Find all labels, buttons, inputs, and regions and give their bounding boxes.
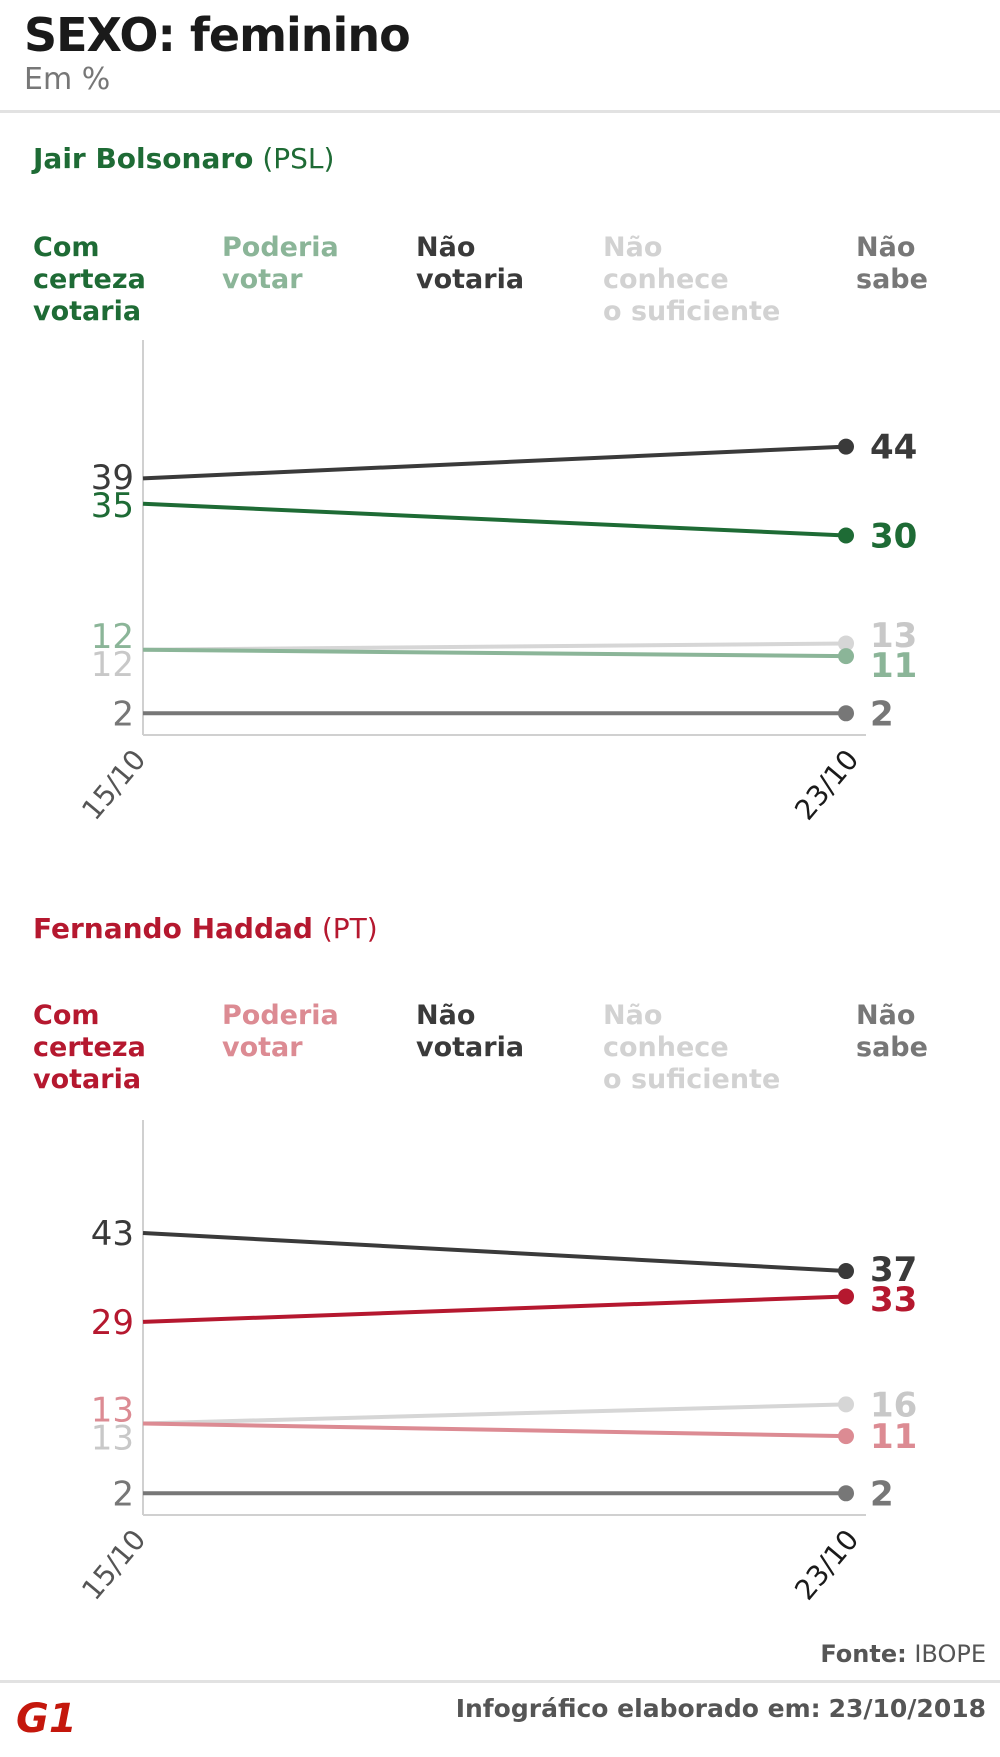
start-value-label-3: 39: [91, 458, 134, 498]
end-value-label-4: 16: [870, 1385, 917, 1425]
legend-line: o suficiente: [603, 1064, 781, 1095]
series-end-point-3: [838, 1263, 854, 1280]
legend-line: sabe: [856, 1032, 928, 1063]
end-value-label-5: 2: [870, 694, 894, 734]
end-value-label-1: 30: [870, 517, 917, 557]
legend-item-3: Não votaria: [416, 232, 524, 296]
end-value-label-4: 13: [870, 616, 917, 656]
x-tick-label-start: 15/10: [75, 1523, 152, 1606]
series-end-point-4: [838, 1396, 854, 1413]
legend-line: votaria: [416, 264, 525, 295]
start-value-label-5: 2: [112, 1474, 134, 1514]
series-line-4: [142, 1402, 847, 1426]
g1-logo-text: G1: [16, 1696, 77, 1738]
end-value-label-3: 44: [870, 428, 917, 468]
series-line-2: [142, 1421, 847, 1439]
series-end-point-5: [838, 1485, 854, 1502]
legend-item-5: Não sabe: [856, 1000, 928, 1064]
candidate-name-1: Jair Bolsonaro: [33, 142, 254, 175]
footer-note-label: Infográfico elaborado em:: [455, 1694, 821, 1723]
candidate-party-2: (PT): [321, 912, 378, 945]
source-label: Fonte:: [820, 1640, 907, 1668]
legend-line: Com: [33, 232, 100, 263]
series-end-point-3: [838, 438, 854, 455]
series-end-point-5: [838, 705, 854, 722]
series-line-3: [142, 444, 847, 481]
legend-item-2: Poderia votar: [222, 232, 339, 296]
legend-line: Com: [33, 1000, 100, 1031]
legend-item-5: Não sabe: [856, 232, 928, 296]
x-tick-label-start: 15/10: [75, 743, 152, 826]
header-divider: [0, 110, 1000, 113]
legend-line: Não: [416, 1000, 476, 1031]
legend-line: conhece: [603, 1032, 729, 1063]
page-title: SEXO: feminino: [24, 8, 411, 62]
footer-note-date: 23/10/2018: [828, 1694, 986, 1723]
candidate-title-1: Jair Bolsonaro (PSL): [33, 142, 334, 175]
legend-item-3: Não votaria: [416, 1000, 524, 1064]
legend-item-4: Não conhece o suficiente: [603, 1000, 780, 1096]
legend-line: Não: [856, 1000, 916, 1031]
start-value-label-5: 2: [112, 694, 134, 734]
series-line-1: [142, 501, 847, 538]
legend-line: Não: [603, 232, 663, 263]
legend-item-4: Não conhece o suficiente: [603, 232, 780, 328]
source-value: IBOPE: [914, 1640, 986, 1668]
footer-note: Infográfico elaborado em: 23/10/2018: [456, 1694, 986, 1723]
legend-line: Poderia: [222, 1000, 339, 1031]
legend-line: certeza: [33, 1032, 146, 1063]
end-value-label-2: 11: [870, 1417, 917, 1457]
x-tick-label-end: 23/10: [788, 1523, 865, 1606]
series-end-point-2: [838, 1428, 854, 1445]
page-subtitle: Em %: [24, 62, 111, 97]
series-line-4: [142, 641, 847, 652]
legend-line: sabe: [856, 264, 928, 295]
legend-line: votaria: [33, 1064, 142, 1095]
g1-logo: G1: [16, 1696, 77, 1738]
candidate-title-2: Fernando Haddad (PT): [33, 912, 378, 945]
start-value-label-2: 13: [91, 1390, 134, 1430]
end-value-label-1: 33: [870, 1280, 917, 1320]
candidate-party-1: (PSL): [262, 142, 335, 175]
legend-line: Não: [603, 1000, 663, 1031]
legend-item-1: Com certeza votaria: [33, 1000, 146, 1096]
footer-divider: [0, 1680, 1000, 1683]
legend-line: votar: [222, 1032, 303, 1063]
x-tick-label-end: 23/10: [788, 743, 865, 826]
start-value-label-3: 43: [91, 1214, 134, 1254]
source-note: Fonte: IBOPE: [820, 1640, 986, 1668]
legend-line: votar: [222, 264, 303, 295]
legend-line: votaria: [416, 1032, 525, 1063]
start-value-label-2: 12: [91, 617, 134, 657]
series-end-point-1: [838, 527, 854, 544]
start-value-label-4: 12: [91, 645, 134, 685]
legend-line: votaria: [33, 296, 142, 327]
end-value-label-2: 11: [870, 646, 917, 686]
candidate-name-2: Fernando Haddad: [33, 912, 313, 945]
start-value-label-1: 29: [91, 1303, 134, 1343]
end-value-label-3: 37: [870, 1250, 917, 1290]
legend-item-1: Com certeza votaria: [33, 232, 146, 328]
legend-line: Poderia: [222, 232, 339, 263]
legend-line: certeza: [33, 264, 146, 295]
legend-line: conhece: [603, 264, 729, 295]
series-end-point-2: [838, 648, 854, 665]
start-value-label-1: 35: [91, 486, 134, 526]
series-end-point-1: [838, 1288, 854, 1305]
series-line-3: [142, 1230, 847, 1274]
legend-line: o suficiente: [603, 296, 781, 327]
series-end-point-4: [838, 635, 854, 652]
legend-item-2: Poderia votar: [222, 1000, 339, 1064]
legend-line: Não: [856, 232, 916, 263]
end-value-label-5: 2: [870, 1474, 894, 1514]
series-line-2: [142, 647, 847, 659]
legend-line: Não: [416, 232, 476, 263]
series-line-1: [142, 1294, 847, 1324]
start-value-label-4: 13: [91, 1418, 134, 1458]
